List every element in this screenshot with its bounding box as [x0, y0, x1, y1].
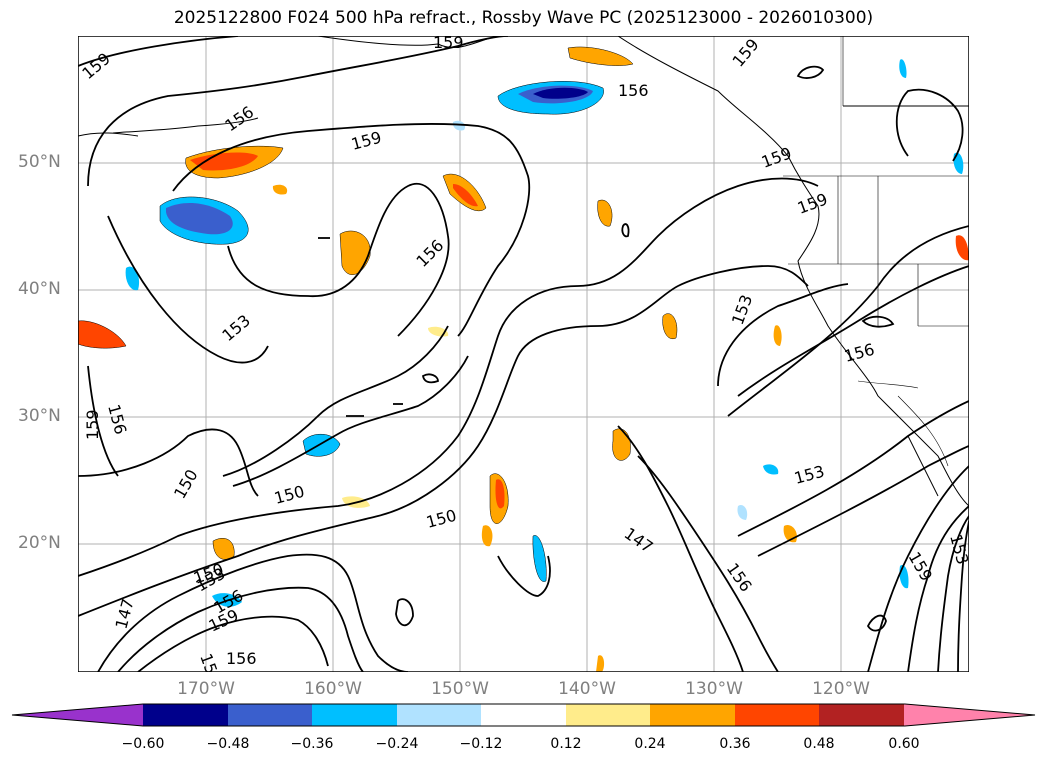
colorbar-tick: 0.60 — [888, 736, 920, 752]
colorbar-segment — [735, 704, 819, 726]
colorbar — [11, 703, 1036, 727]
contour-label: 156 — [618, 81, 649, 100]
colorbar-tick: 0.24 — [634, 736, 666, 752]
lat-label-40n: 40°N — [18, 279, 61, 299]
colorbar-segment — [819, 704, 904, 726]
lat-label-20n: 20°N — [18, 533, 61, 553]
contour-label: 159 — [83, 409, 102, 440]
colorbar-segment — [312, 704, 397, 726]
colorbar-tick: −0.36 — [290, 736, 334, 752]
colorbar-tick: −0.60 — [121, 736, 165, 752]
colorbar-segment — [143, 704, 228, 726]
colorbar-tick: 0.12 — [550, 736, 582, 752]
contour-label: 159 — [433, 36, 464, 52]
lon-label-120w: 120°W — [812, 679, 870, 699]
map-panel[interactable]: 159 156 159 159 156 159 159 156 159 153 … — [78, 36, 969, 672]
colorbar-segment — [397, 704, 481, 726]
map-title: 2025122800 F024 500 hPa refract., Rossby… — [173, 8, 874, 28]
filled-anomalies — [78, 46, 969, 672]
lon-label-160w: 160°W — [304, 679, 362, 699]
colorbar-segment — [650, 704, 735, 726]
height-contours — [78, 36, 969, 672]
colorbar-tick: −0.48 — [206, 736, 250, 752]
lat-label-50n: 50°N — [18, 152, 61, 172]
contour-label: 153 — [946, 532, 969, 566]
colorbar-segment — [566, 704, 650, 726]
colorbar-segment — [228, 704, 312, 726]
colorbar-tick: 0.48 — [803, 736, 835, 752]
colorbar-segments — [12, 704, 1035, 726]
colorbar-extend-low — [12, 704, 143, 726]
colorbar-extend-high — [904, 704, 1035, 726]
colorbar-tick: 0.36 — [719, 736, 751, 752]
lon-label-140w: 140°W — [558, 679, 616, 699]
lat-label-30n: 30°N — [18, 406, 61, 426]
lon-label-130w: 130°W — [685, 679, 743, 699]
gridlines — [78, 36, 969, 672]
lon-label-150w: 150°W — [431, 679, 489, 699]
colorbar-segment — [481, 704, 566, 726]
colorbar-tick: −0.24 — [375, 736, 419, 752]
contour-label: 156 — [226, 649, 257, 668]
colorbar-tick: −0.12 — [459, 736, 503, 752]
lon-label-170w: 170°W — [177, 679, 235, 699]
